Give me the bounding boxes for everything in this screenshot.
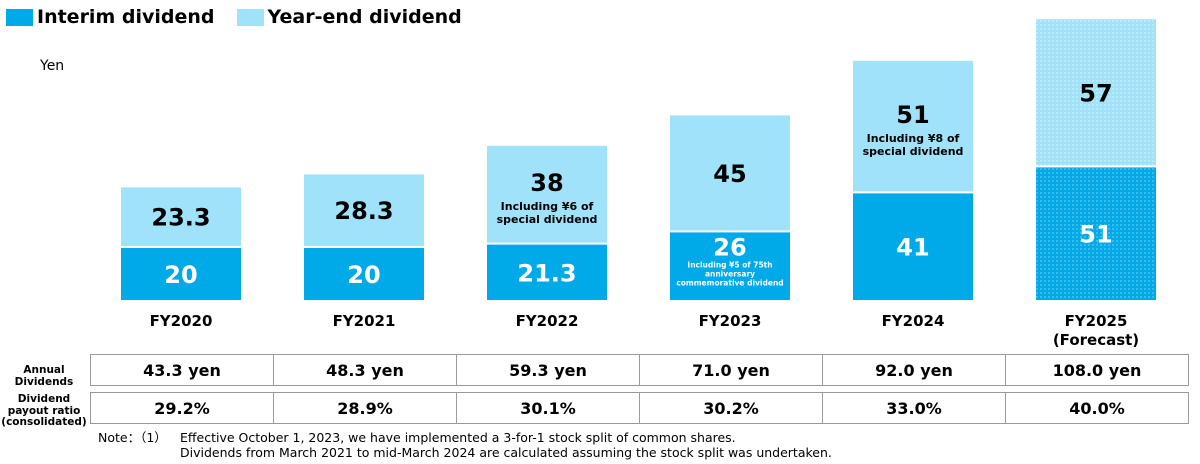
note-interim-fy2023: commemorative dividend: [676, 278, 783, 287]
category-label-fy2025: (Forecast): [1053, 331, 1139, 349]
annual-dividend-fy2021: 48.3 yen: [273, 355, 456, 385]
bar-year-end-fy2022: [487, 145, 607, 243]
note-year-end-fy2024: Including ¥8 of: [867, 132, 960, 145]
payout-ratio-fy2022: 30.1%: [456, 393, 639, 423]
category-label-fy2020: FY2020: [150, 312, 213, 330]
category-label-fy2023: FY2023: [699, 312, 762, 330]
value-label-interim-fy2020: 20: [164, 261, 197, 289]
note-interim-fy2023: anniversary: [705, 269, 755, 278]
value-label-year-end-fy2021: 28.3: [334, 197, 393, 225]
footnote-text-1: Effective October 1, 2023, we have imple…: [180, 430, 736, 445]
annual-dividend-fy2023: 71.0 yen: [639, 355, 822, 385]
footnote: Note：（1） Effective October 1, 2023, we ha…: [98, 430, 832, 460]
bar-interim-fy2024: [853, 193, 973, 300]
value-label-interim-fy2024: 41: [896, 234, 929, 262]
annual-dividend-fy2020: 43.3 yen: [143, 360, 221, 380]
value-label-interim-fy2021: 20: [347, 261, 380, 289]
footnote-line-1: Note：（1） Effective October 1, 2023, we ha…: [98, 430, 832, 445]
value-label-interim-fy2022: 21.3: [517, 259, 576, 287]
bar-year-end-fy2025: [1036, 19, 1156, 166]
bar-interim-fy2025: [1036, 167, 1156, 300]
bar-interim-fy2022: [487, 244, 607, 300]
annual-dividend-fy2024: 92.0 yen: [822, 355, 1005, 385]
bar-year-end-fy2021: [304, 174, 424, 246]
bar-interim-fy2020: [121, 248, 241, 300]
payout-ratio-fy2024: 33.0%: [822, 393, 1005, 423]
annual-dividend-fy2025: 108.0 yen: [1005, 355, 1188, 385]
category-label-fy2022: FY2022: [516, 312, 579, 330]
value-label-interim-fy2025: 51: [1079, 221, 1112, 249]
y-unit-label: Yen: [40, 58, 65, 74]
dividend-bar-chart: 20 23.3 FY2020 20 28.3 FY2021 21.3 38 Including …: [121, 19, 1156, 349]
legend-label-interim: Interim dividend: [37, 6, 215, 28]
value-label-year-end-fy2020: 23.3: [151, 204, 210, 232]
category-label-fy2021: FY2021: [333, 312, 396, 330]
note-interim-fy2023: Including ¥5 of 75th: [687, 260, 772, 269]
value-label-year-end-fy2022: 38: [530, 169, 563, 197]
bar-year-end-fy2024: [853, 60, 973, 192]
payout-ratio-fy2023: 30.2%: [639, 393, 822, 423]
legend-label-year-end: Year-end dividend: [267, 6, 462, 28]
payout-ratio-row: 29.2% 28.9% 30.1% 30.2% 33.0% 40.0%: [90, 392, 1189, 424]
value-label-year-end-fy2023: 45: [713, 160, 746, 188]
note-year-end-fy2024: special dividend: [863, 145, 964, 158]
row-label-annual-dividends: Annual Dividends: [14, 364, 74, 388]
footnote-prefix: Note：（1）: [98, 430, 167, 445]
payout-ratio-fy2021: 28.9%: [273, 393, 456, 423]
bar-year-end-fy2020: [121, 187, 241, 246]
annual-dividend-fy2022: 59.3 yen: [456, 355, 639, 385]
note-year-end-fy2022: Including ¥6 of: [501, 200, 594, 213]
value-label-year-end-fy2025: 57: [1079, 79, 1112, 107]
bar-year-end-fy2023: [670, 115, 790, 231]
legend-item-interim: Interim dividend: [6, 6, 215, 28]
legend-swatch-interim: [6, 8, 33, 26]
footnote-line-2: Dividends from March 2021 to mid-March 2…: [180, 445, 832, 460]
bar-interim-fy2021: [304, 248, 424, 300]
value-label-year-end-fy2024: 51: [896, 101, 929, 129]
payout-ratio-fy2025: 40.0%: [1005, 393, 1188, 423]
row-label-payout-ratio: Dividend payout ratio (consolidated): [1, 393, 87, 428]
legend-item-year-end: Year-end dividend: [236, 6, 462, 28]
value-label-interim-fy2023: 26: [713, 233, 746, 261]
legend-swatch-year-end: [236, 8, 264, 26]
chart-legend: Interim dividend Year-end dividend: [6, 4, 484, 30]
payout-ratio-fy2020: 29.2%: [154, 398, 210, 418]
annual-dividends-row: 43.3 yen 48.3 yen 59.3 yen 71.0 yen 92.0…: [90, 354, 1189, 386]
category-label-fy2025: FY2025: [1065, 312, 1128, 330]
category-label-fy2024: FY2024: [882, 312, 945, 330]
bar-interim-fy2023: [670, 232, 790, 300]
note-year-end-fy2022: special dividend: [497, 213, 598, 226]
